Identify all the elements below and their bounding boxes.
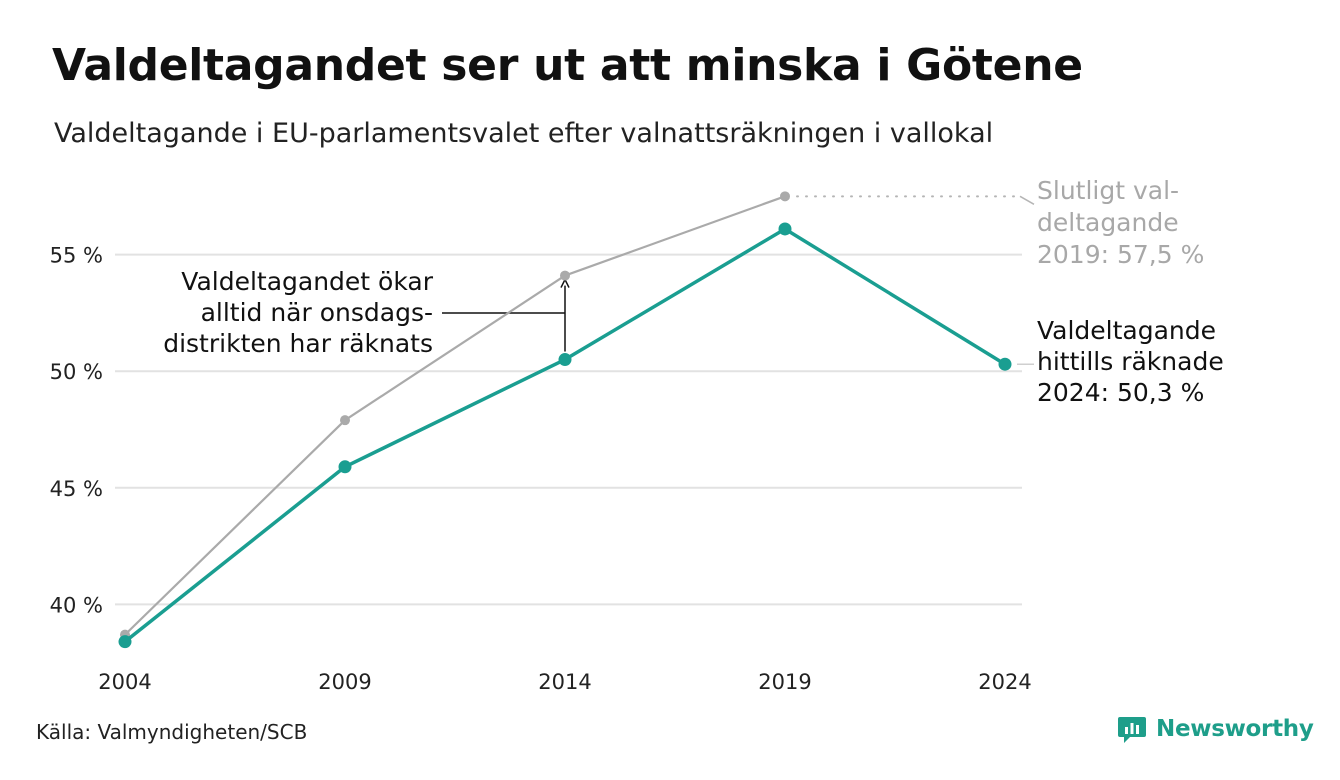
series-line-final	[124, 195, 786, 636]
final-label: 2019: 57,5 %	[1037, 240, 1204, 269]
counted-label: Valdeltagande	[1037, 316, 1216, 345]
counted-label: 2024: 50,3 %	[1037, 378, 1204, 407]
y-tick-label: 40 %	[50, 593, 103, 617]
arrow-note: distrikten har räknats	[163, 329, 433, 358]
source-note: Källa: Valmyndigheten/SCB	[36, 720, 308, 744]
data-point-final	[340, 415, 350, 426]
data-point-counted	[338, 460, 352, 474]
arrow-note: Valdeltagandet ökar	[181, 267, 433, 296]
y-tick-label: 55 %	[50, 244, 103, 268]
final-value-leader-tick	[1019, 195, 1035, 205]
x-tick-label: 2009	[318, 670, 371, 694]
gridlines	[115, 253, 1022, 606]
y-tick-label: 45 %	[50, 477, 103, 501]
counted-label: hittills räknade	[1037, 347, 1224, 376]
brand-name: Newsworthy	[1156, 716, 1314, 742]
arrow-note: alltid när onsdags-	[201, 298, 433, 327]
data-point-final	[560, 270, 570, 281]
final-label: deltagande	[1037, 208, 1179, 237]
x-tick-label: 2004	[98, 670, 151, 694]
y-axis-ticks: 40 % 45 % 50 % 55 %	[50, 244, 103, 618]
x-axis-ticks: 2004 2009 2014 2019 2024	[98, 670, 1031, 694]
data-point-counted	[998, 357, 1012, 371]
x-tick-label: 2019	[758, 670, 811, 694]
data-point-final	[780, 191, 790, 202]
y-tick-label: 50 %	[50, 360, 103, 384]
brand-logo[interactable]: Newsworthy	[1118, 714, 1314, 744]
chart-title: Valdeltagandet ser ut att minska i Göten…	[52, 40, 1083, 91]
x-tick-label: 2024	[978, 670, 1031, 694]
chart-subtitle: Valdeltagande i EU-parlamentsvalet efter…	[54, 118, 994, 149]
newsworthy-logo-icon	[1118, 717, 1146, 743]
data-point-counted	[118, 635, 132, 649]
final-label: Slutligt val-	[1037, 176, 1179, 205]
data-point-counted	[558, 353, 572, 367]
data-point-counted	[778, 222, 792, 236]
annotations	[442, 195, 1035, 365]
series	[118, 191, 1012, 649]
x-tick-label: 2014	[538, 670, 591, 694]
series-labels: Slutligt val-deltagande 2019: 57,5 % Valde…	[163, 176, 1223, 407]
